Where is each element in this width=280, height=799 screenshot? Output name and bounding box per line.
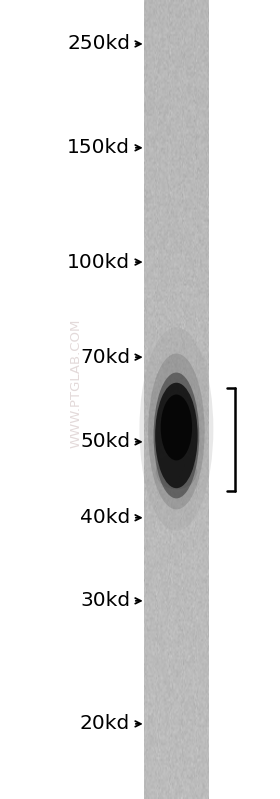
Text: 20kd: 20kd xyxy=(80,714,130,733)
Ellipse shape xyxy=(156,453,197,489)
Text: 50kd: 50kd xyxy=(80,432,130,451)
Ellipse shape xyxy=(161,395,192,460)
Ellipse shape xyxy=(148,353,205,510)
Text: WWW.PTGLAB.COM: WWW.PTGLAB.COM xyxy=(69,319,82,448)
Ellipse shape xyxy=(153,372,199,499)
Text: 70kd: 70kd xyxy=(80,348,130,367)
Ellipse shape xyxy=(155,383,198,488)
Text: 250kd: 250kd xyxy=(67,34,130,54)
Bar xyxy=(144,0,209,799)
Text: 40kd: 40kd xyxy=(80,508,130,527)
Ellipse shape xyxy=(139,328,213,531)
Text: 100kd: 100kd xyxy=(67,252,130,272)
Text: 30kd: 30kd xyxy=(80,591,130,610)
Text: 150kd: 150kd xyxy=(67,138,130,157)
